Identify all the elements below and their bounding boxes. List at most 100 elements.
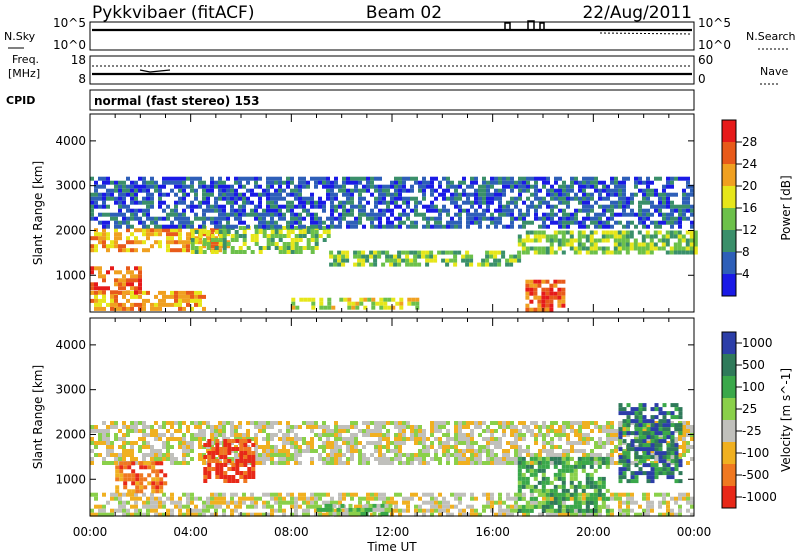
data-cell bbox=[227, 459, 232, 463]
data-cell bbox=[410, 492, 414, 497]
data-cell bbox=[549, 283, 554, 288]
data-cell bbox=[566, 212, 570, 217]
data-cell bbox=[158, 500, 162, 505]
data-cell bbox=[250, 200, 254, 205]
data-cell bbox=[198, 433, 202, 437]
data-cell bbox=[126, 240, 130, 245]
data-cell bbox=[142, 500, 146, 505]
data-cell bbox=[514, 441, 518, 445]
data-cell bbox=[126, 204, 130, 209]
data-cell bbox=[170, 425, 174, 429]
data-cell bbox=[466, 504, 470, 509]
data-cell bbox=[558, 453, 562, 457]
colorbar-tick-label: 25 bbox=[742, 402, 757, 416]
data-cell bbox=[614, 496, 618, 501]
data-cell bbox=[294, 212, 298, 217]
data-cell bbox=[550, 449, 554, 453]
data-cell bbox=[358, 176, 362, 181]
data-cell bbox=[203, 475, 208, 479]
data-cell bbox=[557, 291, 562, 296]
data-cell bbox=[90, 216, 94, 221]
data-cell bbox=[517, 468, 522, 473]
data-cell bbox=[94, 232, 98, 237]
data-cell bbox=[654, 176, 658, 181]
data-cell bbox=[354, 504, 358, 509]
data-cell bbox=[118, 302, 122, 307]
data-cell bbox=[630, 200, 634, 205]
data-cell bbox=[298, 437, 302, 441]
data-cell bbox=[314, 433, 318, 437]
data-cell bbox=[254, 441, 258, 445]
data-cell bbox=[562, 200, 566, 205]
data-cell bbox=[174, 240, 178, 245]
data-cell bbox=[510, 200, 514, 205]
data-cell bbox=[368, 503, 373, 508]
data-cell bbox=[570, 512, 574, 517]
data-cell bbox=[421, 250, 426, 255]
data-cell bbox=[411, 301, 416, 306]
data-cell bbox=[618, 407, 623, 412]
data-cell bbox=[670, 443, 675, 448]
data-cell bbox=[163, 473, 168, 478]
data-cell bbox=[665, 230, 670, 235]
data-cell bbox=[474, 200, 478, 205]
data-cell bbox=[549, 299, 554, 304]
data-cell bbox=[410, 184, 414, 189]
data-cell bbox=[402, 220, 406, 225]
data-cell bbox=[605, 246, 610, 251]
data-cell bbox=[577, 464, 582, 469]
data-cell bbox=[529, 464, 534, 469]
data-cell bbox=[405, 258, 410, 263]
data-cell bbox=[534, 216, 538, 221]
data-cell bbox=[490, 508, 494, 513]
data-cell bbox=[394, 196, 398, 201]
data-cell bbox=[115, 489, 120, 494]
data-cell bbox=[202, 242, 207, 246]
data-cell bbox=[270, 224, 274, 229]
data-cell bbox=[454, 184, 458, 189]
data-cell bbox=[518, 184, 522, 189]
data-cell bbox=[126, 282, 130, 287]
data-cell bbox=[186, 290, 190, 295]
data-cell bbox=[638, 423, 643, 428]
data-cell bbox=[126, 298, 130, 303]
data-cell bbox=[170, 457, 174, 461]
data-cell bbox=[430, 204, 434, 209]
data-cell bbox=[581, 484, 586, 489]
data-cell bbox=[118, 437, 122, 441]
data-cell bbox=[182, 457, 186, 461]
data-cell bbox=[685, 238, 690, 243]
data-cell bbox=[522, 449, 526, 453]
data-cell bbox=[549, 500, 554, 505]
data-cell bbox=[282, 242, 287, 246]
data-cell bbox=[558, 184, 562, 189]
x-tick-label: 00:00 bbox=[73, 525, 108, 539]
data-cell bbox=[526, 196, 530, 201]
data-cell bbox=[370, 441, 374, 445]
data-cell bbox=[605, 230, 610, 235]
cpid-panel: CPID normal (fast stereo) 153 bbox=[6, 89, 695, 111]
data-cell bbox=[677, 230, 682, 235]
data-cell bbox=[122, 274, 126, 279]
data-cell bbox=[298, 180, 302, 185]
data-cell bbox=[410, 176, 414, 181]
data-cell bbox=[318, 457, 322, 461]
data-cell bbox=[578, 425, 582, 429]
data-cell bbox=[302, 512, 306, 517]
data-cell bbox=[509, 258, 514, 263]
colorbar-tick-label: 24 bbox=[742, 157, 757, 171]
data-cell bbox=[150, 500, 154, 505]
data-cell bbox=[94, 216, 98, 221]
data-cell bbox=[178, 220, 182, 225]
data-cell bbox=[182, 512, 186, 517]
data-cell bbox=[326, 457, 330, 461]
data-cell bbox=[198, 298, 202, 303]
data-cell bbox=[650, 500, 654, 505]
data-cell bbox=[90, 425, 94, 429]
data-cell bbox=[94, 294, 98, 299]
data-cell bbox=[618, 435, 623, 440]
data-cell bbox=[414, 512, 418, 517]
data-cell bbox=[370, 453, 374, 457]
data-cell bbox=[118, 453, 122, 457]
data-cell bbox=[382, 188, 386, 193]
